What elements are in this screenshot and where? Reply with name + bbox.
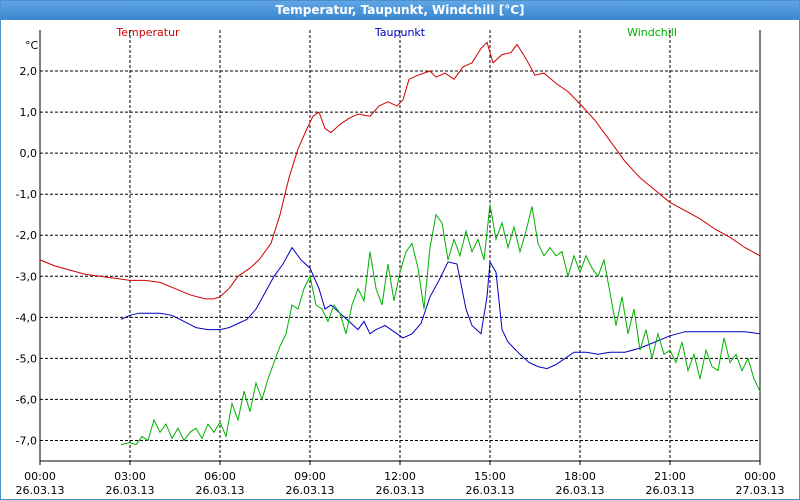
x-tick-time-label: 15:00 [474, 470, 506, 483]
legend-label-taupunkt: Taupunkt [374, 26, 426, 39]
legend-label-temperatur: Temperatur [115, 26, 180, 39]
series-line-taupunkt [120, 246, 761, 370]
x-tick-time-label: 18:00 [564, 470, 596, 483]
x-tick-date-label: 27.03.13 [736, 484, 785, 497]
window-title: Temperatur, Taupunkt, Windchill [°C] [1, 1, 799, 20]
axes: 2,0 1,0 0,0 -1,0 -2,0 -3,0 -4,0 -5,0 -6,0 -7,0 00:… [16, 30, 785, 497]
y-tick-label: 1,0 [20, 106, 38, 119]
series-line-windchill [120, 204, 761, 446]
y-tick-label: 0,0 [20, 147, 38, 160]
x-tick-time-label: 03:00 [114, 470, 146, 483]
x-tick-date-label: 26.03.13 [466, 484, 515, 497]
x-tick-date-label: 26.03.13 [196, 484, 245, 497]
x-tick-time-label: 06:00 [204, 470, 236, 483]
series-lines [39, 41, 761, 446]
x-tick-date-label: 26.03.13 [376, 484, 425, 497]
legend: Temperatur Taupunkt Windchill [115, 26, 677, 39]
y-tick-label: -1,0 [16, 188, 37, 201]
y-tick-label: -3,0 [16, 270, 37, 283]
grid [40, 30, 760, 461]
x-tick-date-label: 26.03.13 [286, 484, 335, 497]
y-tick-label: -5,0 [16, 352, 37, 365]
legend-label-windchill: Windchill [627, 26, 677, 39]
x-tick-date-label: 26.03.13 [106, 484, 155, 497]
x-tick-time-label: 12:00 [384, 470, 416, 483]
x-tick-time-label: 09:00 [294, 470, 326, 483]
y-tick-label: -6,0 [16, 393, 37, 406]
y-tick-label: -4,0 [16, 311, 37, 324]
x-tick-date-label: 26.03.13 [556, 484, 605, 497]
series-line-temperatur [39, 41, 761, 300]
x-tick-time-label: 00:00 [24, 470, 56, 483]
y-axis-unit-label: °C [25, 39, 39, 52]
x-tick-date-label: 26.03.13 [646, 484, 695, 497]
x-tick-date-label: 26.03.13 [16, 484, 65, 497]
x-tick-time-label: 00:00 [744, 470, 776, 483]
x-tick-time-label: 21:00 [654, 470, 686, 483]
y-tick-label: -2,0 [16, 229, 37, 242]
y-tick-label: -7,0 [16, 434, 37, 447]
y-tick-label: 2,0 [20, 65, 38, 78]
